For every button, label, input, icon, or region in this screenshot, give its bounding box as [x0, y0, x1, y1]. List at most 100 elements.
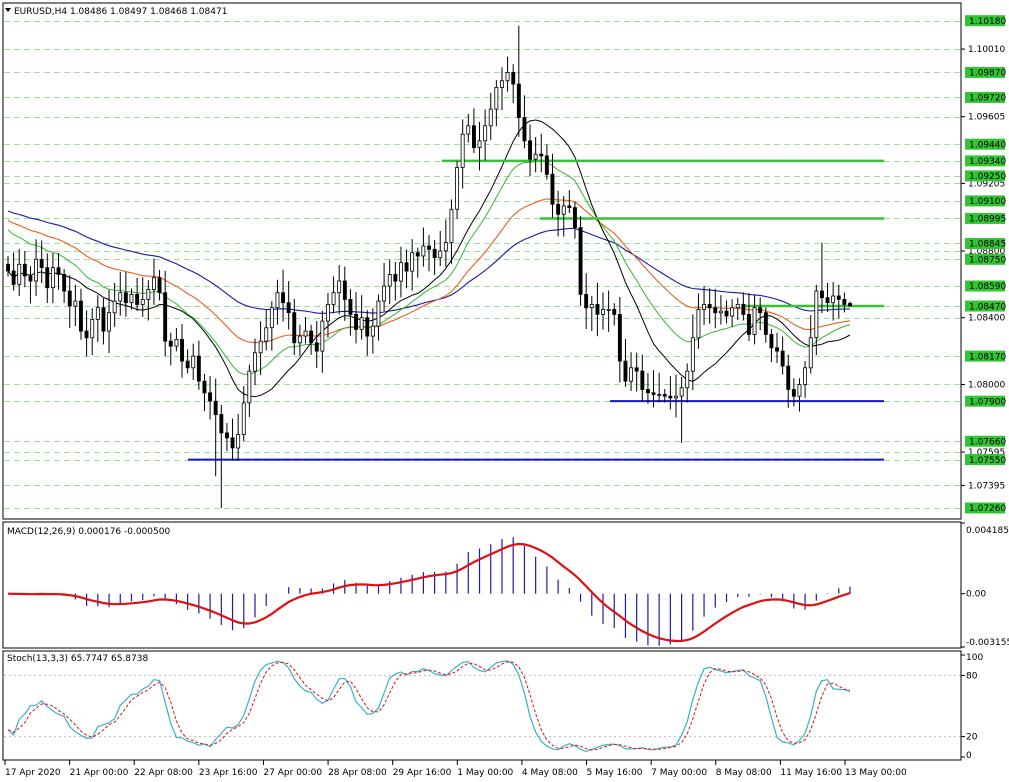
candle [168, 332, 173, 366]
candle-body-bull [34, 258, 38, 282]
candle-body-bear [539, 153, 544, 157]
price-level-label: 1.08845 [969, 240, 1006, 250]
candle-body-bull [494, 87, 499, 110]
candle [337, 265, 342, 315]
price-level-badge: 1.07260 [965, 502, 1006, 514]
candle [56, 253, 61, 290]
candle-body-bull [505, 72, 510, 82]
price-level-badge: 1.09720 [965, 91, 1006, 104]
candle-body-bear [219, 414, 224, 434]
candle [623, 338, 628, 387]
candle [140, 277, 145, 317]
candle-body-bear [617, 313, 622, 362]
time-tick-label: 4 May 08:00 [522, 768, 578, 778]
macd-panel-frame [2, 521, 962, 649]
candle-body-bear [825, 297, 830, 304]
candle-body-bull [258, 340, 263, 354]
collapse-triangle-icon[interactable] [5, 8, 11, 12]
candle-body-bear [612, 308, 617, 315]
candle-body-bear [567, 205, 572, 208]
candle-body-bear [747, 313, 751, 335]
candle-body-bear [578, 227, 583, 295]
candle [398, 246, 403, 298]
candle-body-bull [466, 125, 471, 135]
price-level-label: 1.09250 [969, 172, 1006, 182]
price-level-badge-bg [965, 300, 1005, 312]
candle [123, 272, 128, 317]
candle [387, 259, 392, 305]
candles [6, 25, 852, 508]
candle [320, 310, 325, 373]
time-tick-label: 29 Apr 16:00 [393, 768, 452, 778]
candle [427, 234, 431, 272]
candle-body-bull [455, 167, 459, 210]
candle-body-bear [309, 330, 314, 344]
time-tick-label: 1 May 00:00 [457, 768, 513, 778]
candle-body-bull [657, 394, 662, 396]
candle-body-bull [107, 312, 111, 332]
candle [95, 294, 100, 342]
candle-body-bull [606, 308, 611, 311]
candle [129, 288, 134, 310]
stochastic-axis: 100 80 20 0 [961, 653, 983, 761]
candle [634, 352, 639, 392]
candle-body-bear [404, 262, 409, 272]
candle [499, 67, 504, 111]
price-tick-label: 1.09605 [968, 113, 1005, 123]
candle [421, 227, 426, 267]
price-tick-label: 1.07395 [968, 481, 1005, 491]
candle-body-bear [668, 395, 673, 399]
candle [651, 370, 656, 408]
price-tick-label: 1.08000 [968, 380, 1005, 390]
candle-body-bear [196, 355, 201, 382]
candle [825, 282, 830, 313]
candle-body-bear [763, 312, 768, 335]
candle [483, 109, 488, 161]
candle [696, 293, 701, 349]
candle [814, 284, 819, 356]
candle [269, 301, 274, 351]
candle [73, 284, 78, 326]
candle-body-bear [314, 342, 319, 352]
stochastic-panel[interactable]: 100 80 20 0 Stoch(13,3,3) 65.7747 65.8738 [2, 650, 983, 761]
candle [258, 321, 263, 376]
support-resistance-lines[interactable] [188, 159, 884, 461]
candle [230, 418, 235, 461]
time-tick-label: 23 Apr 16:00 [199, 768, 258, 778]
candle-body-bear [820, 290, 824, 299]
candle-body-bear [348, 298, 353, 315]
candle [163, 270, 168, 357]
candle-body-bear [724, 310, 729, 317]
candle [685, 363, 690, 403]
candle [836, 284, 841, 319]
candle-body-bear [584, 293, 589, 309]
price-level-label: 1.07660 [969, 437, 1006, 447]
price-tick-label: 1.10010 [968, 45, 1005, 55]
stochastic-signal-line [7, 661, 851, 751]
candle-body-bull [410, 252, 415, 272]
price-tick-label: 1.08800 [968, 247, 1005, 257]
candle-body-bear [528, 140, 532, 160]
candle-body-bull [236, 434, 241, 449]
candle-body-bear [208, 392, 212, 402]
price-level-label: 1.08170 [969, 352, 1006, 362]
price-axis: 1.10010 1.09605 1.09205 1.08800 1.08400 1.080… [961, 15, 1006, 514]
price-panel-frame [2, 2, 962, 520]
candle [797, 378, 802, 412]
candle [786, 354, 791, 408]
price-level-badge: 1.09870 [965, 66, 1006, 79]
candle-body-bear [432, 248, 437, 259]
candle-body-bear [427, 245, 431, 250]
candle [443, 219, 448, 267]
candle [752, 295, 757, 345]
candle-body-bear [640, 370, 645, 390]
candle [769, 329, 774, 363]
price-level-badge-bg [965, 138, 1005, 150]
candle-body-bear [786, 365, 791, 390]
candle-body-bull [151, 277, 156, 290]
candle [180, 324, 184, 378]
price-panel[interactable]: 1.10010 1.09605 1.09205 1.08800 1.08400 1.080… [2, 2, 1006, 520]
candle-body-bull [460, 133, 465, 168]
candle [516, 25, 521, 137]
macd-panel[interactable]: 0.004185 0.00 -0.003155 MACD(12,26,9) 0.00… [2, 521, 1009, 649]
